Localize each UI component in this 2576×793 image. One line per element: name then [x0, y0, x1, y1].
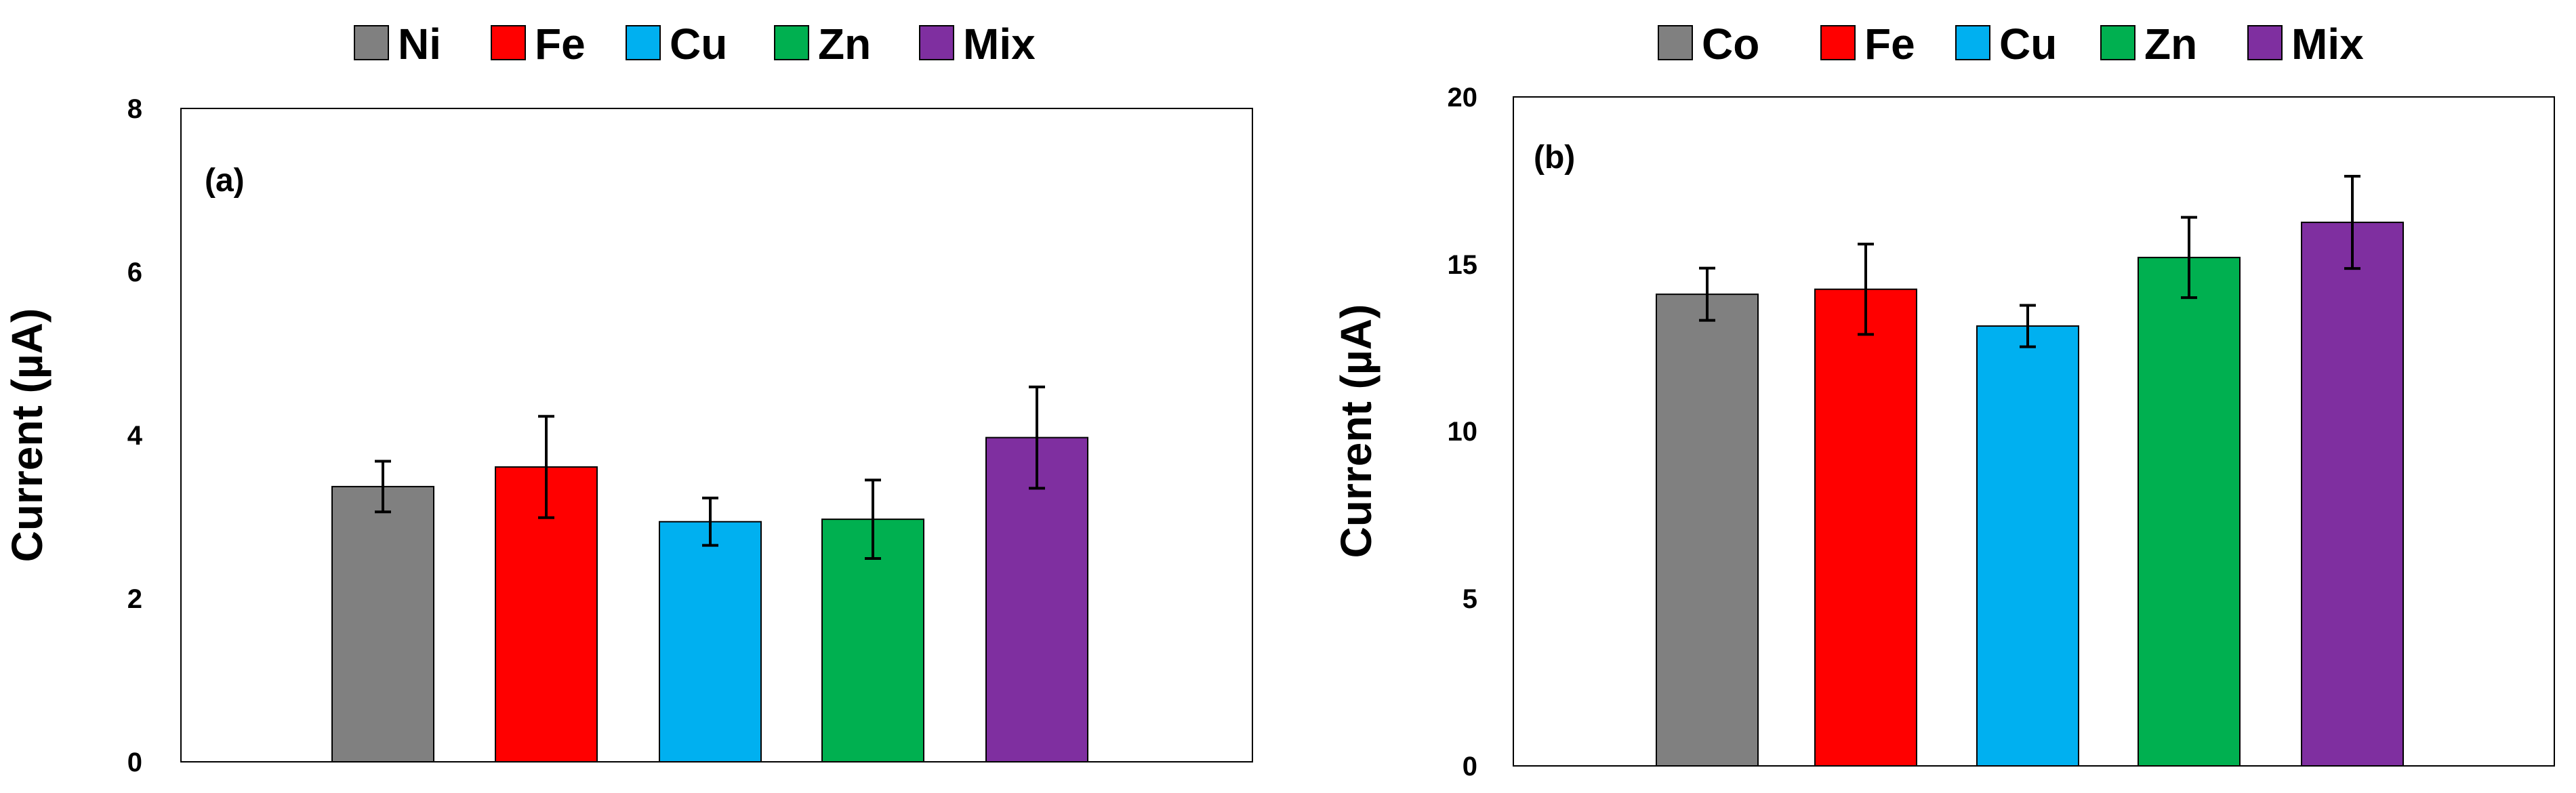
error-bar-a-0 [375, 460, 391, 514]
error-bar-b-1 [1858, 243, 1874, 336]
legend-item-b-1: Fe [1820, 20, 1915, 68]
legend-swatch-a-1 [491, 25, 526, 60]
bar-b-0 [1656, 293, 1759, 767]
y-tick-b-4: 20 [1448, 83, 1478, 113]
legend-swatch-b-2 [1955, 25, 1990, 60]
legend-label-b-1: Fe [1864, 20, 1915, 68]
legend-swatch-a-2 [626, 25, 661, 60]
legend-swatch-b-4 [2247, 25, 2283, 60]
y-tick-b-1: 5 [1463, 584, 1477, 614]
y-tick-a-2: 4 [127, 421, 143, 451]
legend-label-a-1: Fe [535, 20, 586, 68]
error-bar-b-4 [2344, 174, 2360, 270]
legend-swatch-b-3 [2100, 25, 2135, 60]
bar-a-0 [331, 485, 434, 762]
legend-label-b-2: Cu [1999, 20, 2057, 68]
y-tick-b-0: 0 [1463, 752, 1477, 781]
y-tick-a-4: 8 [127, 94, 142, 124]
bar-b-1 [1814, 288, 1917, 767]
legend-item-b-3: Zn [2100, 20, 2197, 68]
error-bar-b-3 [2181, 216, 2197, 300]
chart-panel-a: Ni Fe Cu Zn Mix (a) Current (µA) 0 2 [3, 20, 1253, 777]
error-bar-b-2 [2020, 304, 2036, 348]
legend-label-b-0: Co [1702, 20, 1759, 68]
chart-panel-b: Co Fe Cu Zn Mix (b) Current (µA) 0 5 [1332, 20, 2555, 781]
y-tick-a-0: 0 [127, 748, 142, 777]
error-bar-a-3 [865, 479, 881, 560]
bar-b-2 [1976, 325, 2079, 767]
legend-swatch-b-0 [1658, 25, 1693, 60]
panel-label-a: (a) [205, 163, 245, 199]
legend-swatch-a-3 [774, 25, 809, 60]
legend-label-a-4: Mix [963, 20, 1036, 68]
error-bar-b-0 [1699, 266, 1715, 322]
y-axis-title-a: Current (µA) [3, 308, 52, 563]
legend-item-a-0: Ni [354, 20, 441, 68]
bars-a [331, 436, 1088, 762]
bar-a-4 [985, 436, 1088, 762]
error-bars-b [1699, 174, 2360, 348]
legend-swatch-a-4 [919, 25, 954, 60]
y-tick-a-1: 2 [127, 584, 142, 614]
bar-a-2 [659, 521, 762, 762]
y-tick-b-3: 15 [1448, 250, 1478, 280]
legend-label-a-2: Cu [670, 20, 727, 68]
bar-b-3 [2138, 256, 2241, 767]
legend-label-a-0: Ni [398, 20, 441, 68]
error-bar-a-4 [1029, 385, 1045, 490]
error-bar-a-1 [538, 415, 554, 519]
y-tick-a-3: 6 [127, 258, 142, 287]
legend-item-b-2: Cu [1955, 20, 2057, 68]
legend-a: Ni Fe Cu Zn Mix [354, 20, 1036, 68]
error-bar-a-2 [702, 496, 718, 547]
legend-b: Co Fe Cu Zn Mix [1658, 20, 2364, 68]
legend-item-a-3: Zn [774, 20, 871, 68]
legend-swatch-b-1 [1820, 25, 1856, 60]
legend-item-b-0: Co [1658, 20, 1759, 68]
legend-swatch-a-0 [354, 25, 389, 60]
error-bars-a [375, 385, 1045, 560]
bars-b [1656, 222, 2404, 767]
legend-item-a-2: Cu [626, 20, 727, 68]
legend-item-b-4: Mix [2247, 20, 2364, 68]
legend-label-b-3: Zn [2144, 20, 2197, 68]
y-tick-b-2: 10 [1448, 417, 1478, 447]
y-axis-title-b: Current (µA) [1332, 304, 1381, 558]
legend-label-a-3: Zn [818, 20, 871, 68]
panel-label-b: (b) [1534, 140, 1575, 176]
legend-item-a-4: Mix [919, 20, 1036, 68]
legend-item-a-1: Fe [491, 20, 586, 68]
bar-b-4 [2301, 222, 2404, 767]
legend-label-b-4: Mix [2291, 20, 2364, 68]
